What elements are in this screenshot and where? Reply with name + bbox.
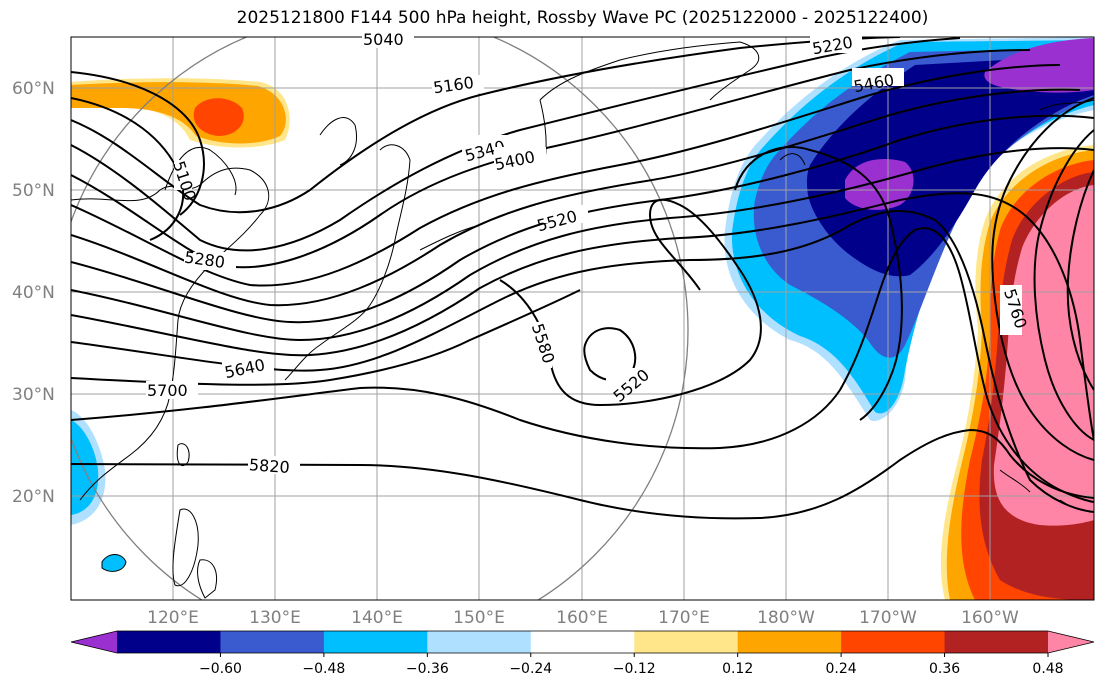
longitude-labels: 120°E 130°E 140°E 150°E 160°E 170°E 180°… xyxy=(147,608,1019,628)
lon-label: 170°E xyxy=(658,608,710,628)
contour-label: 5820 xyxy=(248,455,290,477)
colorbar-segment xyxy=(323,631,428,653)
contour-label: 5040 xyxy=(363,30,404,49)
map-frame xyxy=(70,36,1095,601)
lon-label: 170°W xyxy=(859,608,917,628)
colorbar-tick-label: 0.48 xyxy=(1032,661,1063,677)
latitude-labels: 60°N 50°N 40°N 30°N 20°N xyxy=(12,79,55,507)
lon-label: 160°W xyxy=(961,608,1019,628)
region-circle xyxy=(71,37,689,600)
colorbar-segment xyxy=(944,631,1049,653)
colorbar-tick-label: 0.24 xyxy=(826,661,857,677)
colorbar-segment xyxy=(737,631,842,653)
lat-label: 20°N xyxy=(12,487,55,507)
colorbar-segment xyxy=(220,631,325,653)
colorbar-tick-label: −0.48 xyxy=(302,661,345,677)
shading-northwest-positive xyxy=(71,78,290,148)
lat-label: 50°N xyxy=(12,181,55,201)
contour-label: 5700 xyxy=(147,381,188,400)
colorbar-tick-label: −0.36 xyxy=(406,661,449,677)
lon-label: 150°E xyxy=(453,608,505,628)
colorbar-segment xyxy=(634,631,739,653)
lon-label: 130°E xyxy=(249,608,301,628)
lat-label: 30°N xyxy=(12,385,55,405)
graticule xyxy=(71,37,1094,600)
colorbar-segment xyxy=(427,631,532,653)
colorbar-extend-high xyxy=(1048,631,1094,653)
colorbar-extend-low xyxy=(71,631,117,653)
colorbar-tick-label: −0.12 xyxy=(613,661,656,677)
lon-label: 160°E xyxy=(556,608,608,628)
colorbar-segment xyxy=(117,631,221,653)
colorbar-outline xyxy=(70,630,1095,654)
map-title: 2025121800 F144 500 hPa height, Rossby W… xyxy=(236,8,929,28)
height-contours xyxy=(71,37,1094,520)
lon-label: 140°E xyxy=(351,608,403,628)
colorbar: −0.60 −0.48 −0.36 −0.24 −0.12 0.12 0.24 0.36 0.4… xyxy=(70,630,1095,677)
colorbar-tick-label: −0.60 xyxy=(199,661,242,677)
lat-label: 60°N xyxy=(12,79,55,99)
lat-label: 40°N xyxy=(12,283,55,303)
colorbar-segment xyxy=(841,631,946,653)
shading-northeast-negative xyxy=(724,37,1094,421)
lon-label: 120°E xyxy=(147,608,199,628)
colorbar-tick-label: 0.36 xyxy=(929,661,960,677)
colorbar-tick-label: 0.12 xyxy=(722,661,753,677)
lon-label: 180°W xyxy=(757,608,815,628)
colorbar-tick-label: −0.24 xyxy=(509,661,552,677)
colorbar-segment xyxy=(530,631,635,653)
